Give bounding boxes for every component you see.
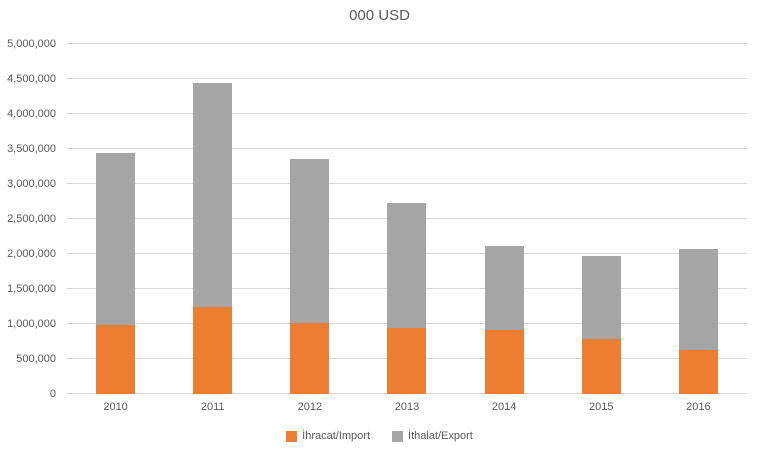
- category-slot-2016: [650, 44, 747, 394]
- category-slot-2012: [261, 44, 358, 394]
- x-tick-label: 2016: [686, 401, 711, 413]
- bar-segment[interactable]: [387, 202, 427, 328]
- legend-item-export[interactable]: İthalat/Export: [392, 430, 473, 442]
- category-slot-2013: [358, 44, 455, 394]
- bar-segment[interactable]: [290, 158, 330, 324]
- y-tick-label: 2,000,000: [7, 248, 56, 260]
- y-tick-label: 0: [49, 388, 56, 400]
- x-tick-label: 2015: [589, 401, 614, 413]
- y-axis: 0 500,000 1,000,000 1,500,000 2,000,000 2,500…: [0, 38, 56, 400]
- bar-segment[interactable]: [387, 327, 427, 394]
- y-tick-label: 1,500,000: [7, 283, 56, 295]
- category-slot-2010: [67, 44, 164, 394]
- category-slot-2011: [164, 44, 261, 394]
- stacked-bar-2011[interactable]: [193, 44, 233, 394]
- y-gridline: [67, 183, 747, 184]
- y-tick-label: 5,000,000: [7, 38, 56, 50]
- category-slot-2014: [456, 44, 553, 394]
- export-series-swatch: [392, 430, 404, 442]
- bar-segment[interactable]: [484, 245, 524, 331]
- bar-segment[interactable]: [678, 249, 718, 350]
- stacked-bar-2010[interactable]: [96, 44, 136, 394]
- stacked-bar-2015[interactable]: [581, 44, 621, 394]
- bar-segment[interactable]: [581, 338, 621, 394]
- y-tick-label: 500,000: [16, 353, 56, 365]
- stacked-bar-2012[interactable]: [290, 44, 330, 394]
- stacked-bar-2013[interactable]: [387, 44, 427, 394]
- y-tick-label: 2,500,000: [7, 213, 56, 225]
- import-series-swatch: [286, 430, 298, 442]
- stacked-bar-2014[interactable]: [484, 44, 524, 394]
- bars-container: [67, 44, 747, 394]
- legend: İhracat/Import İthalat/Export: [0, 430, 759, 442]
- x-tick-label: 2011: [200, 401, 225, 413]
- bar-segment[interactable]: [678, 349, 718, 394]
- legend-label-import: İhracat/Import: [302, 430, 371, 442]
- bar-segment[interactable]: [581, 255, 621, 339]
- legend-item-import[interactable]: İhracat/Import: [286, 430, 370, 442]
- x-tick-label: 2012: [297, 401, 323, 413]
- y-tick-label: 3,500,000: [7, 143, 56, 155]
- chart-title: 000 USD: [349, 7, 410, 24]
- bar-segment[interactable]: [193, 83, 233, 308]
- x-axis: 2010 2011 2012 2013 2014 2015 2016: [67, 401, 747, 413]
- bar-segment[interactable]: [96, 153, 136, 326]
- x-tick-label: 2014: [491, 401, 517, 413]
- bar-segment[interactable]: [290, 323, 330, 394]
- y-gridline: [67, 43, 747, 44]
- bar-segment[interactable]: [193, 307, 233, 394]
- legend-label-export: İthalat/Export: [408, 430, 473, 442]
- category-slot-2015: [553, 44, 650, 394]
- x-tick-label: 2013: [394, 401, 420, 413]
- stacked-bar-2016[interactable]: [678, 44, 718, 394]
- y-tick-label: 1,000,000: [7, 318, 56, 330]
- bar-segment[interactable]: [96, 325, 136, 394]
- y-tick-label: 4,500,000: [7, 73, 56, 85]
- y-gridline: [67, 113, 747, 114]
- y-tick-label: 4,000,000: [7, 108, 56, 120]
- y-gridline: [67, 78, 747, 79]
- y-gridline: [67, 148, 747, 149]
- bar-segment[interactable]: [484, 330, 524, 394]
- x-tick-label: 2010: [103, 401, 128, 413]
- y-tick-label: 3,000,000: [7, 178, 56, 190]
